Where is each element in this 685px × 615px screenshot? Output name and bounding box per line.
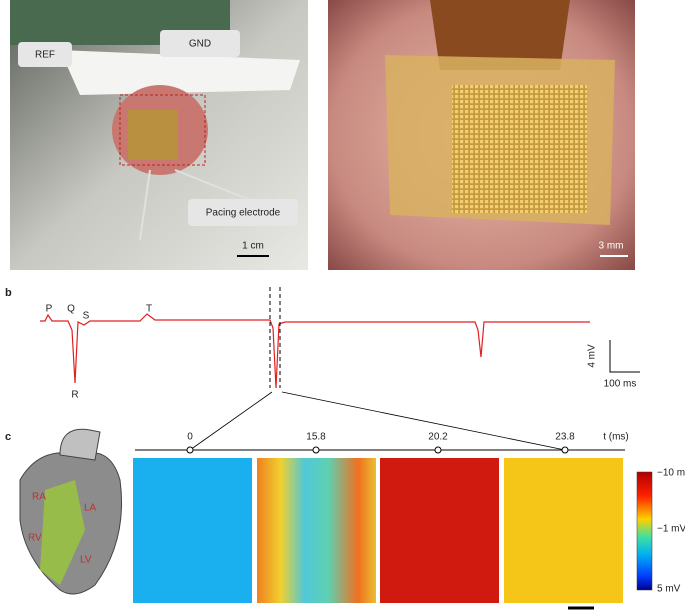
map — [380, 458, 499, 603]
photo-right: 3 mm — [328, 0, 635, 270]
scale-bar — [609, 340, 640, 373]
wave-label: T — [146, 304, 152, 315]
heart-label: LV — [80, 555, 92, 566]
panel-label: b — [5, 287, 12, 299]
heart-label: LA — [84, 503, 97, 514]
time-marker — [561, 446, 569, 454]
colorbar-label: −1 mV — [657, 524, 685, 535]
time-marker — [186, 446, 194, 454]
map — [133, 458, 252, 603]
colorbar — [636, 471, 653, 591]
colorbar-label: −10 mV — [657, 468, 685, 479]
callout: REF — [35, 50, 55, 61]
time-marker — [312, 446, 320, 454]
callout: Pacing electrode — [206, 208, 281, 219]
map — [504, 458, 623, 603]
scale-label: 3 mm — [599, 241, 624, 252]
colorbar-label: 5 mV — [657, 584, 681, 595]
map — [257, 458, 376, 603]
ecg-trace — [40, 313, 590, 389]
time-label: 23.8 — [555, 432, 575, 443]
wave-label: S — [83, 311, 90, 322]
callout: GND — [189, 39, 211, 50]
heart-label: RA — [32, 492, 46, 503]
panel-label: c — [5, 431, 11, 443]
photo-left: REF GND Pacing electrode 1 cm — [10, 0, 308, 270]
wave-label: Q — [67, 304, 75, 315]
scale-label: 4 mV — [587, 344, 598, 368]
heart-label: RV — [28, 533, 42, 544]
time-label: 0 — [187, 432, 193, 443]
time-label: 15.8 — [306, 432, 326, 443]
heart: RA LA RV LV — [19, 428, 123, 595]
wave-label: R — [71, 390, 78, 401]
scale-label: 100 ms — [604, 379, 637, 390]
scale-label: 1 cm — [242, 241, 264, 252]
wave-label: P — [46, 304, 53, 315]
time-label: 20.2 — [428, 432, 448, 443]
time-unit: t (ms) — [603, 432, 629, 443]
time-marker — [434, 446, 442, 454]
